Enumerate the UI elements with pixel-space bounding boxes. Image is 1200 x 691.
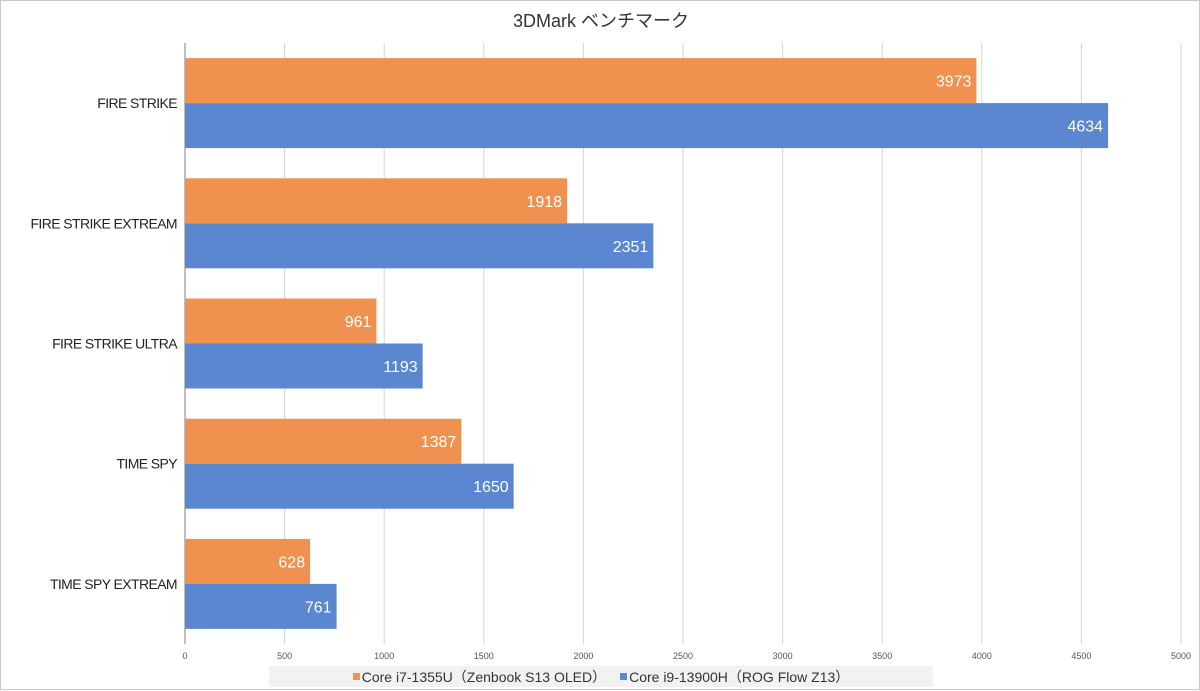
bar xyxy=(185,103,1109,149)
x-tick-label: 3000 xyxy=(773,651,793,661)
bar xyxy=(185,298,377,344)
x-tick-label: 0 xyxy=(182,651,187,661)
bar xyxy=(185,223,654,269)
bar xyxy=(185,463,514,509)
data-label: 1387 xyxy=(421,434,457,451)
x-tick-label: 3500 xyxy=(872,651,892,661)
data-label: 1650 xyxy=(473,479,509,496)
category-label: TIME SPY EXTREAM xyxy=(50,576,177,592)
legend-label-series-1: Core i7-1355U（Zenbook S13 OLED） xyxy=(361,668,607,685)
data-label: 1193 xyxy=(383,359,418,376)
x-tick-label: 5000 xyxy=(1171,651,1191,661)
data-label: 2351 xyxy=(613,239,649,256)
data-label: 628 xyxy=(278,554,305,571)
category-label: TIME SPY xyxy=(116,456,178,472)
bar xyxy=(185,538,311,584)
x-tick-label: 4500 xyxy=(1071,651,1091,661)
legend-swatch-series-1 xyxy=(352,673,360,680)
legend-swatch-series-2 xyxy=(620,673,628,680)
chart-title: 3DMark ベンチマーク xyxy=(512,11,689,31)
data-label: 4634 xyxy=(1067,119,1103,136)
x-tick-label: 1000 xyxy=(374,651,394,661)
data-label: 1918 xyxy=(526,194,562,211)
bar xyxy=(185,178,568,224)
legend-item-series-1: Core i7-1355U（Zenbook S13 OLED） xyxy=(352,667,607,687)
category-label: FIRE STRIKE ULTRA xyxy=(52,336,178,352)
legend-item-series-2: Core i9-13900H（ROG Flow Z13） xyxy=(620,667,849,687)
x-tick-label: 4000 xyxy=(972,651,992,661)
category-label: FIRE STRIKE xyxy=(97,95,177,111)
bar xyxy=(185,58,977,104)
x-tick-label: 1500 xyxy=(474,651,494,661)
x-tick-label: 2500 xyxy=(673,651,693,661)
data-label: 761 xyxy=(305,599,332,616)
x-tick-label: 500 xyxy=(277,651,292,661)
bar xyxy=(185,583,337,629)
data-label: 961 xyxy=(345,314,372,331)
data-label: 3973 xyxy=(936,74,972,91)
bar xyxy=(185,418,462,464)
legend: Core i7-1355U（Zenbook S13 OLED） Core i9-… xyxy=(269,666,933,687)
bar xyxy=(185,343,423,389)
category-label: FIRE STRIKE EXTREAM xyxy=(30,215,177,231)
legend-label-series-2: Core i9-13900H（ROG Flow Z13） xyxy=(629,668,850,685)
x-tick-label: 2000 xyxy=(573,651,593,661)
